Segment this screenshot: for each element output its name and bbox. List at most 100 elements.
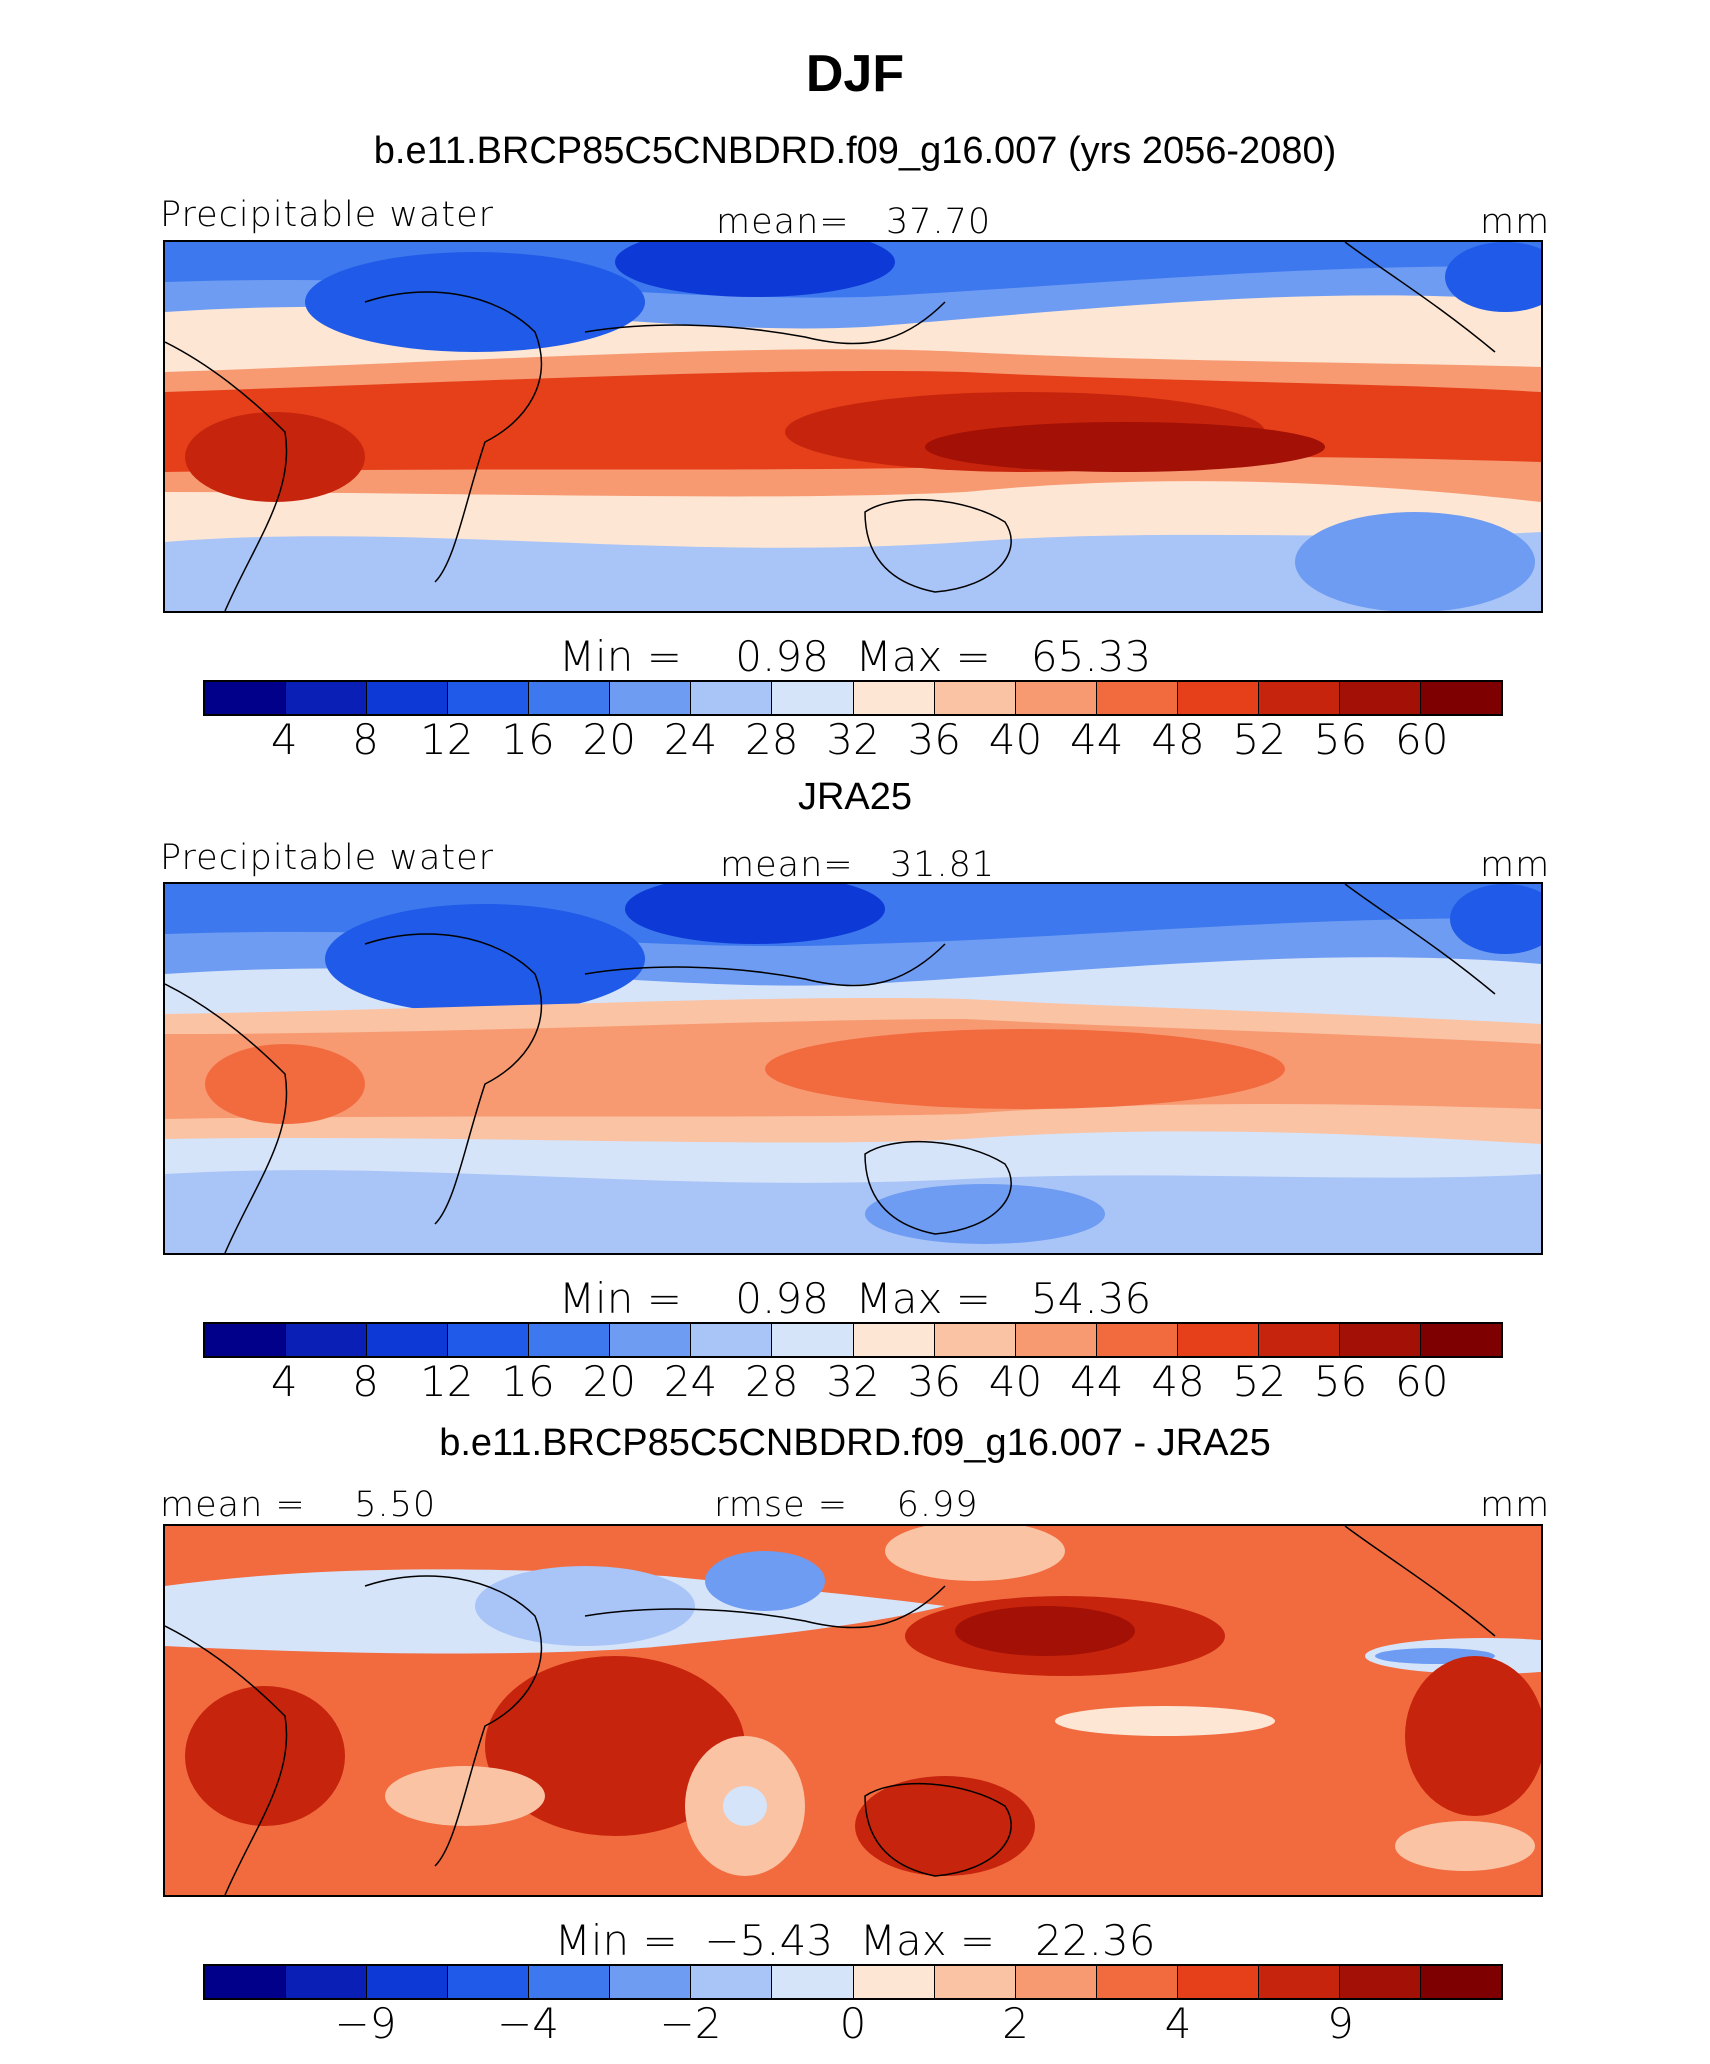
colorbar-tick-label: 20 xyxy=(582,715,636,764)
colorbar-tick-label: 52 xyxy=(1232,715,1286,764)
colorbar-tick-label: 36 xyxy=(907,1357,961,1406)
colorbar-tick-label: 16 xyxy=(501,1357,555,1406)
colorbar-box xyxy=(853,682,935,714)
colorbar-box xyxy=(1339,1324,1421,1356)
colorbar-tick-label: 32 xyxy=(826,1357,880,1406)
panel-1-colorbar xyxy=(203,680,1503,716)
panel-2-colorbar-ticks: 4 8 12 16 20 24 28 32 36 40 44 48 52 56 60 xyxy=(203,1357,1503,1407)
panel-3-colorbar xyxy=(203,1964,1503,2000)
panel-1-colorbar-ticks: 4 8 12 16 20 24 28 32 36 40 44 48 52 56 60 xyxy=(203,715,1503,765)
panel-2-units-label: mm xyxy=(1480,845,1551,885)
panel-3-units-label: mm xyxy=(1480,1485,1551,1525)
colorbar-tick-label: 9 xyxy=(1327,1999,1354,2048)
colorbar-box xyxy=(691,1324,773,1356)
colorbar-box xyxy=(205,682,287,714)
colorbar-tick-label: 40 xyxy=(988,715,1043,764)
colorbar-box xyxy=(529,1966,611,1998)
panel-3-mean-label: mean = 5.50 xyxy=(160,1485,437,1525)
colorbar-tick-label: 28 xyxy=(745,1357,799,1406)
panel-1-map xyxy=(163,240,1543,613)
colorbar-tick-label: 44 xyxy=(1070,1357,1124,1406)
colorbar-box xyxy=(1096,1324,1178,1356)
colorbar-tick-label: 36 xyxy=(907,715,961,764)
colorbar-box xyxy=(1258,1966,1340,1998)
colorbar-box xyxy=(1177,682,1259,714)
panel-3-colorbar-ticks: −9 −4 −2 0 2 4 9 xyxy=(203,1999,1503,2049)
panel-3-map xyxy=(163,1524,1543,1897)
colorbar-tick-label: 56 xyxy=(1313,715,1368,764)
panel-2-map xyxy=(163,882,1543,1255)
colorbar-tick-label: 48 xyxy=(1151,1357,1205,1406)
colorbar-tick-label: 32 xyxy=(826,715,880,764)
colorbar-tick-label: 12 xyxy=(420,715,474,764)
colorbar-box xyxy=(691,682,773,714)
colorbar-box xyxy=(853,1966,935,1998)
panel-2-min-max: Min = 0.98 Max = 54.36 xyxy=(558,1274,1152,1323)
colorbar-box xyxy=(610,682,692,714)
colorbar-box xyxy=(934,682,1016,714)
colorbar-box xyxy=(1177,1966,1259,1998)
colorbar-tick-label: 60 xyxy=(1395,1357,1449,1406)
colorbar-box xyxy=(1420,1966,1501,1998)
panel-1-min-max: Min = 0.98 Max = 65.33 xyxy=(558,632,1152,681)
colorbar-tick-label: 24 xyxy=(663,1357,718,1406)
colorbar-box xyxy=(529,682,611,714)
colorbar-box xyxy=(1420,1324,1501,1356)
colorbar-tick-label: 20 xyxy=(582,1357,636,1406)
colorbar-tick-label: 4 xyxy=(270,1357,298,1406)
panel-2-colorbar xyxy=(203,1322,1503,1358)
colorbar-tick-label: 44 xyxy=(1070,715,1124,764)
colorbar-box xyxy=(1015,682,1097,714)
colorbar-box xyxy=(286,682,368,714)
colorbar-box xyxy=(367,1966,449,1998)
colorbar-tick-label: 48 xyxy=(1151,715,1205,764)
colorbar-box xyxy=(772,1324,854,1356)
colorbar-tick-label: 52 xyxy=(1232,1357,1286,1406)
colorbar-tick-label: 4 xyxy=(1164,1999,1192,2048)
panel-1-variable-label: Precipitable water xyxy=(160,195,495,235)
panel-2-mean-label: mean= 31.81 xyxy=(720,845,996,885)
panel-2-variable-label: Precipitable water xyxy=(160,838,495,878)
colorbar-tick-label: 40 xyxy=(988,1357,1043,1406)
colorbar-tick-label: 12 xyxy=(420,1357,474,1406)
colorbar-box xyxy=(934,1966,1016,1998)
colorbar-box xyxy=(1258,1324,1340,1356)
colorbar-box xyxy=(286,1324,368,1356)
colorbar-box xyxy=(610,1966,692,1998)
panel-3-case-title: b.e11.BRCP85C5CNBDRD.f09_g16.007 - JRA25 xyxy=(439,1422,1271,1464)
panel-1-mean-label: mean= 37.70 xyxy=(716,202,992,242)
colorbar-box xyxy=(205,1324,287,1356)
colorbar-tick-label: −2 xyxy=(659,1999,722,2048)
colorbar-box xyxy=(1420,682,1501,714)
colorbar-box xyxy=(448,682,530,714)
panel-1-units-label: mm xyxy=(1480,202,1551,242)
colorbar-box xyxy=(1096,1966,1178,1998)
colorbar-box xyxy=(691,1966,773,1998)
colorbar-box xyxy=(448,1324,530,1356)
colorbar-tick-label: 56 xyxy=(1313,1357,1368,1406)
colorbar-box xyxy=(448,1966,530,1998)
colorbar-box xyxy=(934,1324,1016,1356)
colorbar-box xyxy=(1258,682,1340,714)
panel-2-case-title: JRA25 xyxy=(797,776,913,818)
colorbar-box xyxy=(367,1324,449,1356)
colorbar-tick-label: −9 xyxy=(334,1999,397,2048)
colorbar-tick-label: −4 xyxy=(497,1999,559,2048)
colorbar-box xyxy=(205,1966,287,1998)
colorbar-tick-label: 28 xyxy=(745,715,799,764)
colorbar-box xyxy=(1015,1966,1097,1998)
colorbar-tick-label: 4 xyxy=(270,715,298,764)
colorbar-box xyxy=(1096,682,1178,714)
colorbar-box xyxy=(853,1324,935,1356)
colorbar-box xyxy=(772,1966,854,1998)
colorbar-tick-label: 60 xyxy=(1395,715,1449,764)
colorbar-box xyxy=(367,682,449,714)
colorbar-tick-label: 8 xyxy=(352,1357,379,1406)
panel-3-rmse-label: rmse = 6.99 xyxy=(714,1485,979,1525)
colorbar-tick-label: 0 xyxy=(839,1999,867,2048)
colorbar-tick-label: 16 xyxy=(501,715,555,764)
colorbar-box xyxy=(610,1324,692,1356)
colorbar-box xyxy=(772,682,854,714)
colorbar-box xyxy=(1339,1966,1421,1998)
colorbar-box xyxy=(1015,1324,1097,1356)
